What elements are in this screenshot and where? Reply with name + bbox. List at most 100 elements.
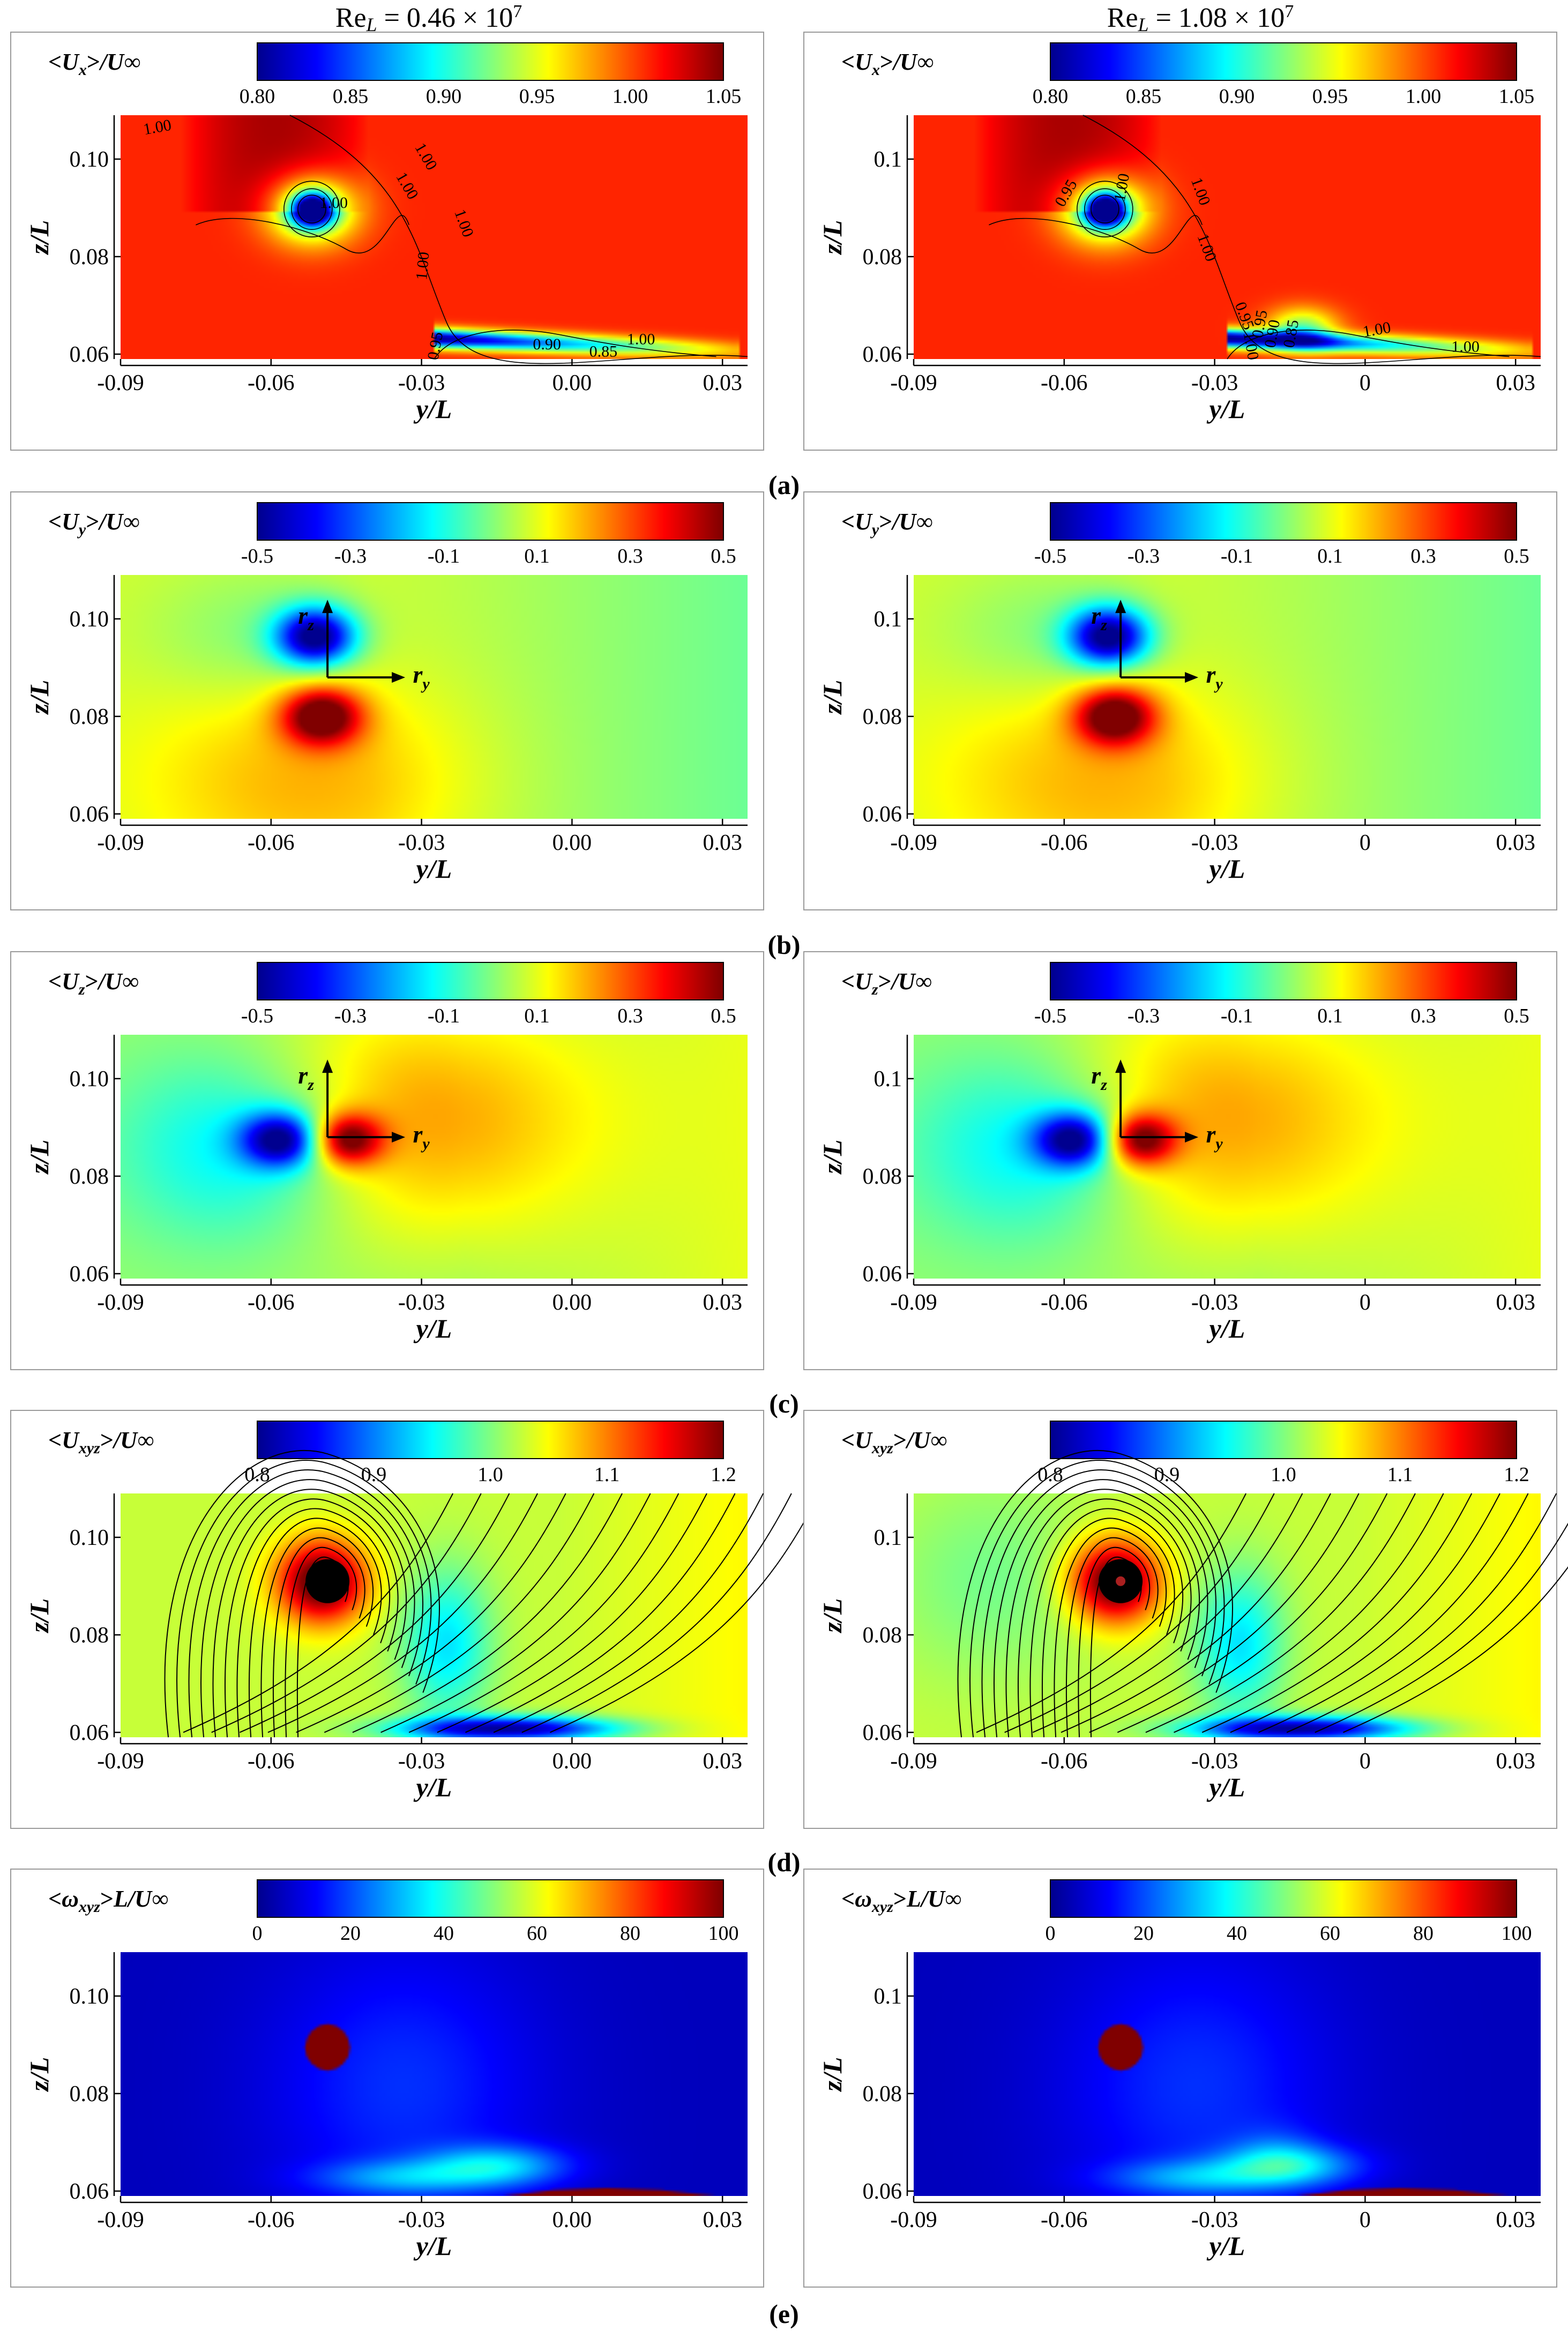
streamline: [324, 1493, 595, 1733]
streamline: [1258, 1493, 1529, 1733]
x-tick-label: 0: [1360, 371, 1371, 395]
colorbar-frame: [1050, 502, 1517, 541]
field-heatmap: [121, 575, 748, 819]
colorbar-tick-label: 1.00: [613, 85, 648, 108]
streamline: [249, 1518, 382, 1738]
y-tick-label: 0.08: [70, 1164, 109, 1189]
x-tick-label: -0.09: [890, 1290, 937, 1315]
colorbar-tick-label: 0.1: [524, 545, 550, 567]
x-tick-label: -0.09: [890, 2208, 937, 2232]
streamline: [188, 1469, 423, 1738]
x-tick-label: -0.09: [97, 2208, 144, 2232]
colorbar-tick-label: 0.5: [711, 1005, 736, 1027]
ry-label: ry: [413, 661, 430, 693]
panel-e-left: <ωxyz>L/U∞ 0 20 40 60 80 100 -0.09 -0.06 -0.03 0.0…: [10, 1869, 764, 2288]
field-heatmap: [121, 1035, 748, 1279]
colorbar-tick-label: 0.80: [240, 85, 275, 108]
streamline: [164, 1450, 440, 1738]
axes: -0.09 -0.06 -0.03 0.00 0.03 0.06 0.08 0.10 y/L z/…: [24, 1952, 748, 2261]
streamline: [1018, 1498, 1192, 1738]
x-tick-label: 0.03: [703, 2208, 742, 2232]
x-tick-label: 0: [1360, 1749, 1371, 1774]
y-tick-label: 0.06: [70, 2179, 109, 2204]
column-header-left: ReL = 0.46 × 107: [335, 2, 522, 35]
panel-label-a: (a): [768, 470, 800, 500]
panel-label-e: (e): [769, 2299, 799, 2328]
streamline: [1005, 1489, 1200, 1738]
panel-label-d: (d): [767, 1847, 800, 1877]
x-tick-label: 0.03: [1496, 1749, 1535, 1774]
contour-lines: [989, 115, 1541, 364]
colorbar-tick-label: -0.3: [1128, 1005, 1160, 1027]
colorbar-tick-label: 1.0: [1271, 1463, 1296, 1486]
axes: -0.09 -0.06 -0.03 0.00 0.03 0.06 0.08 0.10 y/L z/…: [24, 575, 748, 884]
field-heatmap: [121, 115, 748, 359]
colorbar-frame: [1050, 1879, 1517, 1918]
ry-label: ry: [1206, 661, 1223, 693]
panel-a-left: <Ux>/U∞ 0.80 0.85 0.90 0.95 1.00 1.05 1.00 1.00 1…: [10, 32, 764, 451]
x-tick-label: 0.00: [552, 2208, 592, 2232]
ry-arrowhead: [1185, 672, 1199, 683]
contour-line: [434, 330, 716, 360]
ry-label: ry: [1206, 1120, 1223, 1153]
streamline: [550, 1493, 820, 1733]
streamline: [200, 1479, 415, 1738]
x-tick-label: -0.03: [398, 1290, 445, 1315]
y-axis-label: z/L: [817, 220, 847, 256]
axes: -0.09 -0.06 -0.03 0 0.03 0.06 0.08 0.1 y/L z/L: [817, 115, 1541, 424]
colorbar: [1050, 503, 1517, 540]
y-tick-label: 0.06: [70, 1721, 109, 1745]
x-tick-label: -0.03: [398, 831, 445, 855]
panel-e-right: <ωxyz>L/U∞ 0 20 40 60 80 100 -0.09 -0.06 -0.03 0 0.…: [803, 1869, 1557, 2288]
x-tick-label: -0.06: [248, 2208, 295, 2232]
x-tick-label: -0.03: [398, 1749, 445, 1774]
streamline: [1032, 1493, 1303, 1733]
streamline: [1029, 1508, 1183, 1738]
x-tick-label: 0.03: [703, 1290, 742, 1315]
x-tick-label: 0.00: [552, 1290, 592, 1315]
contour-label: 0.90: [533, 335, 561, 353]
colorbar-tick-label: 0.5: [711, 545, 736, 567]
streamline: [994, 1479, 1208, 1738]
colorbar-tick-label: 1.05: [706, 85, 742, 108]
panel-a-right: <Ux>/U∞0.80 0.85 0.90 0.95 1.00 1.050.95 1.00 1…: [803, 32, 1557, 451]
colorbar-tick-label: 0.80: [1033, 85, 1069, 108]
y-axis-label: z/L: [24, 1598, 54, 1634]
streamline: [521, 1493, 792, 1733]
streamline: [1145, 1493, 1416, 1733]
colorbar: [257, 503, 723, 540]
y-tick-label: 0.08: [863, 1623, 902, 1648]
x-tick-label: 0: [1360, 1290, 1371, 1315]
streamline: [1117, 1493, 1388, 1733]
colorbar-title: <Uxyz>/U∞: [841, 1427, 947, 1457]
streamline: [1078, 1546, 1151, 1738]
colorbar-tick-label: 100: [708, 1922, 739, 1945]
colorbar-tick-label: -0.3: [1128, 545, 1160, 567]
colorbar-tick-label: 0.3: [617, 545, 643, 567]
streamline: [239, 1493, 510, 1733]
colorbar-tick-label: -0.5: [1034, 1005, 1066, 1027]
contour-label: 0.85: [589, 342, 618, 360]
colorbar-frame: [1050, 42, 1517, 81]
colorbar-tick-label: -0.1: [428, 545, 460, 567]
streamline: [465, 1493, 736, 1733]
colorbar-tick-label: -0.1: [1221, 1005, 1253, 1027]
streamlines: [164, 1450, 820, 1738]
colorbar-frame: [257, 502, 724, 541]
colorbar-tick-label: 0: [252, 1922, 263, 1945]
streamline: [352, 1493, 623, 1733]
streamline: [437, 1493, 707, 1733]
streamline: [296, 1493, 566, 1733]
x-tick-label: -0.03: [1191, 2208, 1238, 2232]
x-axis-label: y/L: [1207, 394, 1245, 424]
colorbar-tick-label: 20: [1133, 1922, 1154, 1945]
field-heatmap: [914, 1493, 1541, 1737]
panel-d-left: <Uxyz>/U∞0.8 0.9 1.0 1.1 1.2-0.09 -0.06 -0.03 0…: [10, 1410, 820, 1829]
x-tick-label: 0.03: [1496, 1290, 1535, 1315]
streamline: [1054, 1527, 1167, 1738]
colorbar-title: <Uy>/U∞: [841, 509, 933, 539]
x-tick-label: -0.09: [890, 1749, 937, 1774]
x-tick-label: 0.00: [552, 831, 592, 855]
